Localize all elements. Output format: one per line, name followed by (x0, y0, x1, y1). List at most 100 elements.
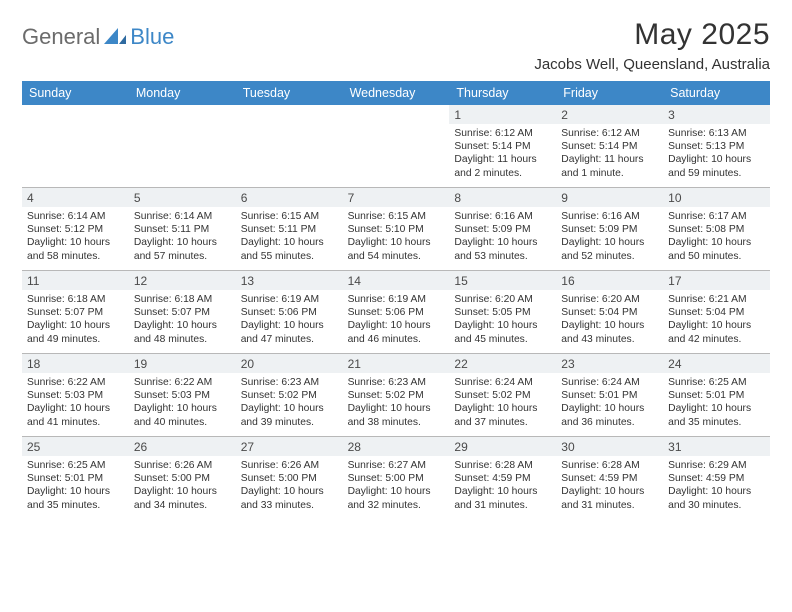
calendar-cell: 9Sunrise: 6:16 AMSunset: 5:09 PMDaylight… (556, 188, 663, 270)
calendar-grid: Sunday Monday Tuesday Wednesday Thursday… (22, 81, 770, 519)
calendar-cell: 21 Sunrise: 6:23 AMSunset: 5:02 PMDayligh… (343, 354, 450, 436)
sunrise-text: Sunrise: 6:24 AM (561, 376, 658, 389)
sunset-text: Sunset: 5:02 PM (454, 389, 551, 402)
sunset-text: Sunset: 5:14 PM (454, 140, 551, 153)
sunrise-text: Sunrise: 6:12 AM (454, 127, 551, 140)
day-number: 24 (663, 354, 770, 373)
logo-text-blue: Blue (130, 24, 174, 50)
day-number: 21 (343, 354, 450, 373)
calendar-week: 18Sunrise: 6:22 AMSunset: 5:03 PMDayligh… (22, 353, 770, 436)
daylight-text: Daylight: 10 hours and 52 minutes. (561, 236, 658, 262)
day-number: 6 (236, 188, 343, 207)
weekday-header-row: Sunday Monday Tuesday Wednesday Thursday… (22, 81, 770, 105)
sunset-text: Sunset: 5:05 PM (454, 306, 551, 319)
sunset-text: Sunset: 5:07 PM (27, 306, 124, 319)
sunset-text: Sunset: 5:11 PM (241, 223, 338, 236)
sunset-text: Sunset: 5:10 PM (348, 223, 445, 236)
daylight-text: Daylight: 10 hours and 39 minutes. (241, 402, 338, 428)
daylight-text: Daylight: 10 hours and 53 minutes. (454, 236, 551, 262)
daylight-text: Daylight: 11 hours and 1 minute. (561, 153, 658, 179)
day-number: 28 (343, 437, 450, 456)
daylight-text: Daylight: 10 hours and 47 minutes. (241, 319, 338, 345)
sunrise-text: Sunrise: 6:22 AM (27, 376, 124, 389)
brand-logo: General Blue (22, 18, 174, 50)
daylight-text: Daylight: 10 hours and 31 minutes. (454, 485, 551, 511)
location-subtitle: Jacobs Well, Queensland, Australia (534, 56, 770, 73)
day-number: 23 (556, 354, 663, 373)
daylight-text: Daylight: 10 hours and 55 minutes. (241, 236, 338, 262)
day-number: 17 (663, 271, 770, 290)
daylight-text: Daylight: 10 hours and 30 minutes. (668, 485, 765, 511)
day-number: 18 (22, 354, 129, 373)
day-number: 13 (236, 271, 343, 290)
weeks-container: 1Sunrise: 6:12 AMSunset: 5:14 PMDaylight… (22, 105, 770, 519)
calendar-cell: 4Sunrise: 6:14 AMSunset: 5:12 PMDaylight… (22, 188, 129, 270)
weekday-header: Thursday (449, 81, 556, 105)
calendar-cell: 17Sunrise: 6:21 AMSunset: 5:04 PMDayligh… (663, 271, 770, 353)
sunset-text: Sunset: 5:14 PM (561, 140, 658, 153)
day-number: 25 (22, 437, 129, 456)
day-number: 22 (449, 354, 556, 373)
calendar-cell-empty (236, 105, 343, 187)
calendar-cell: 5Sunrise: 6:14 AMSunset: 5:11 PMDaylight… (129, 188, 236, 270)
sunset-text: Sunset: 5:11 PM (134, 223, 231, 236)
sunrise-text: Sunrise: 6:22 AM (134, 376, 231, 389)
calendar-cell: 27Sunrise: 6:26 AMSunset: 5:00 PMDayligh… (236, 437, 343, 519)
calendar-week: 11Sunrise: 6:18 AMSunset: 5:07 PMDayligh… (22, 270, 770, 353)
sunset-text: Sunset: 5:01 PM (27, 472, 124, 485)
sunset-text: Sunset: 5:09 PM (454, 223, 551, 236)
calendar-cell: 7Sunrise: 6:15 AMSunset: 5:10 PMDaylight… (343, 188, 450, 270)
page-header: General Blue May 2025 Jacobs Well, Queen… (22, 18, 770, 73)
sunset-text: Sunset: 4:59 PM (454, 472, 551, 485)
sail-icon (104, 24, 126, 50)
daylight-text: Daylight: 10 hours and 41 minutes. (27, 402, 124, 428)
sunset-text: Sunset: 5:02 PM (241, 389, 338, 402)
calendar-cell: 31Sunrise: 6:29 AMSunset: 4:59 PMDayligh… (663, 437, 770, 519)
daylight-text: Daylight: 10 hours and 35 minutes. (668, 402, 765, 428)
daylight-text: Daylight: 10 hours and 50 minutes. (668, 236, 765, 262)
sunrise-text: Sunrise: 6:26 AM (134, 459, 231, 472)
day-number: 12 (129, 271, 236, 290)
sunset-text: Sunset: 5:02 PM (348, 389, 445, 402)
sunrise-text: Sunrise: 6:17 AM (668, 210, 765, 223)
calendar-cell: 12Sunrise: 6:18 AMSunset: 5:07 PMDayligh… (129, 271, 236, 353)
page-title: May 2025 (534, 18, 770, 52)
sunset-text: Sunset: 5:00 PM (348, 472, 445, 485)
sunset-text: Sunset: 5:07 PM (134, 306, 231, 319)
day-number (236, 105, 343, 110)
sunrise-text: Sunrise: 6:25 AM (668, 376, 765, 389)
calendar-cell: 6Sunrise: 6:15 AMSunset: 5:11 PMDaylight… (236, 188, 343, 270)
sunset-text: Sunset: 5:12 PM (27, 223, 124, 236)
sunrise-text: Sunrise: 6:23 AM (348, 376, 445, 389)
sunset-text: Sunset: 5:03 PM (134, 389, 231, 402)
sunrise-text: Sunrise: 6:20 AM (561, 293, 658, 306)
sunset-text: Sunset: 5:00 PM (134, 472, 231, 485)
sunrise-text: Sunrise: 6:13 AM (668, 127, 765, 140)
sunset-text: Sunset: 4:59 PM (668, 472, 765, 485)
day-number: 3 (663, 105, 770, 124)
title-block: May 2025 Jacobs Well, Queensland, Austra… (534, 18, 770, 73)
daylight-text: Daylight: 10 hours and 46 minutes. (348, 319, 445, 345)
sunrise-text: Sunrise: 6:20 AM (454, 293, 551, 306)
calendar-cell: 14Sunrise: 6:19 AMSunset: 5:06 PMDayligh… (343, 271, 450, 353)
sunset-text: Sunset: 5:06 PM (348, 306, 445, 319)
sunrise-text: Sunrise: 6:29 AM (668, 459, 765, 472)
weekday-header: Friday (556, 81, 663, 105)
sunrise-text: Sunrise: 6:28 AM (454, 459, 551, 472)
daylight-text: Daylight: 10 hours and 48 minutes. (134, 319, 231, 345)
day-number: 1 (449, 105, 556, 124)
calendar-cell: 22Sunrise: 6:24 AMSunset: 5:02 PMDayligh… (449, 354, 556, 436)
day-number: 8 (449, 188, 556, 207)
weekday-header: Tuesday (236, 81, 343, 105)
daylight-text: Daylight: 10 hours and 38 minutes. (348, 402, 445, 428)
daylight-text: Daylight: 10 hours and 31 minutes. (561, 485, 658, 511)
calendar-week: 4Sunrise: 6:14 AMSunset: 5:12 PMDaylight… (22, 187, 770, 270)
daylight-text: Daylight: 10 hours and 33 minutes. (241, 485, 338, 511)
weekday-header: Wednesday (343, 81, 450, 105)
day-number: 4 (22, 188, 129, 207)
sunrise-text: Sunrise: 6:21 AM (668, 293, 765, 306)
sunrise-text: Sunrise: 6:26 AM (241, 459, 338, 472)
day-number: 15 (449, 271, 556, 290)
day-number: 27 (236, 437, 343, 456)
daylight-text: Daylight: 10 hours and 58 minutes. (27, 236, 124, 262)
